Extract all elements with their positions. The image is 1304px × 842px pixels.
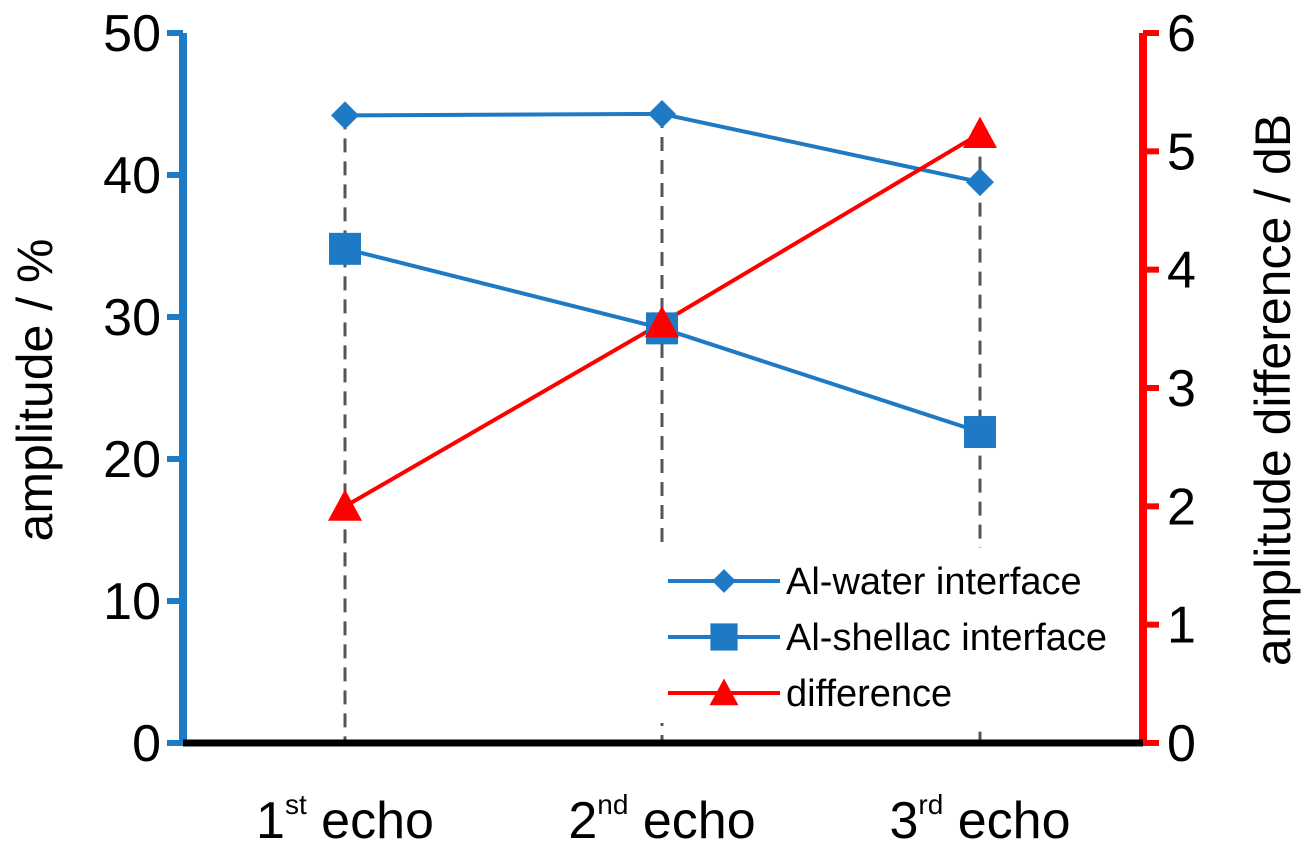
data-point bbox=[331, 101, 359, 130]
right-tick-label: 1 bbox=[1167, 597, 1196, 655]
left-axis-ticks: 0 10 20 30 40 50 bbox=[103, 5, 183, 773]
left-tick-label: 10 bbox=[103, 573, 161, 631]
legend: Al-water interface Al-shellac interface di… bbox=[603, 548, 1133, 723]
data-point bbox=[963, 116, 997, 149]
category-label: 2nd echo bbox=[568, 789, 755, 842]
category-label: 3rd echo bbox=[889, 789, 1070, 842]
left-tick-label: 30 bbox=[103, 289, 161, 347]
legend-label: difference bbox=[786, 673, 952, 715]
right-tick-label: 6 bbox=[1167, 5, 1196, 63]
left-tick-label: 50 bbox=[103, 5, 161, 63]
right-tick-label: 2 bbox=[1167, 478, 1196, 536]
legend-marker bbox=[712, 569, 736, 593]
data-point bbox=[964, 416, 996, 449]
right-axis-ticks: 0 1 2 3 4 5 6 bbox=[1143, 5, 1196, 773]
markers bbox=[328, 99, 997, 521]
legend-marker bbox=[710, 623, 738, 651]
legend-label: Al-water interface bbox=[786, 561, 1082, 603]
left-axis-title: amplitude / % bbox=[7, 239, 63, 542]
left-tick-label: 0 bbox=[132, 715, 161, 773]
legend-marker bbox=[709, 678, 739, 706]
right-axis-title: amplitude difference / dB bbox=[1245, 114, 1301, 666]
category-labels: 1st echo 2nd echo 3rd echo bbox=[256, 789, 1070, 842]
data-point bbox=[329, 232, 361, 265]
right-tick-label: 5 bbox=[1167, 123, 1196, 181]
legend-label: Al-shellac interface bbox=[786, 617, 1107, 659]
data-point bbox=[648, 99, 676, 128]
data-point bbox=[966, 168, 994, 197]
category-label: 1st echo bbox=[256, 789, 434, 842]
left-tick-label: 20 bbox=[103, 431, 161, 489]
data-point bbox=[645, 305, 679, 338]
right-tick-label: 3 bbox=[1167, 360, 1196, 418]
data-point bbox=[328, 489, 362, 521]
right-tick-label: 4 bbox=[1167, 242, 1196, 300]
left-tick-label: 40 bbox=[103, 147, 161, 205]
right-tick-label: 0 bbox=[1167, 715, 1196, 773]
